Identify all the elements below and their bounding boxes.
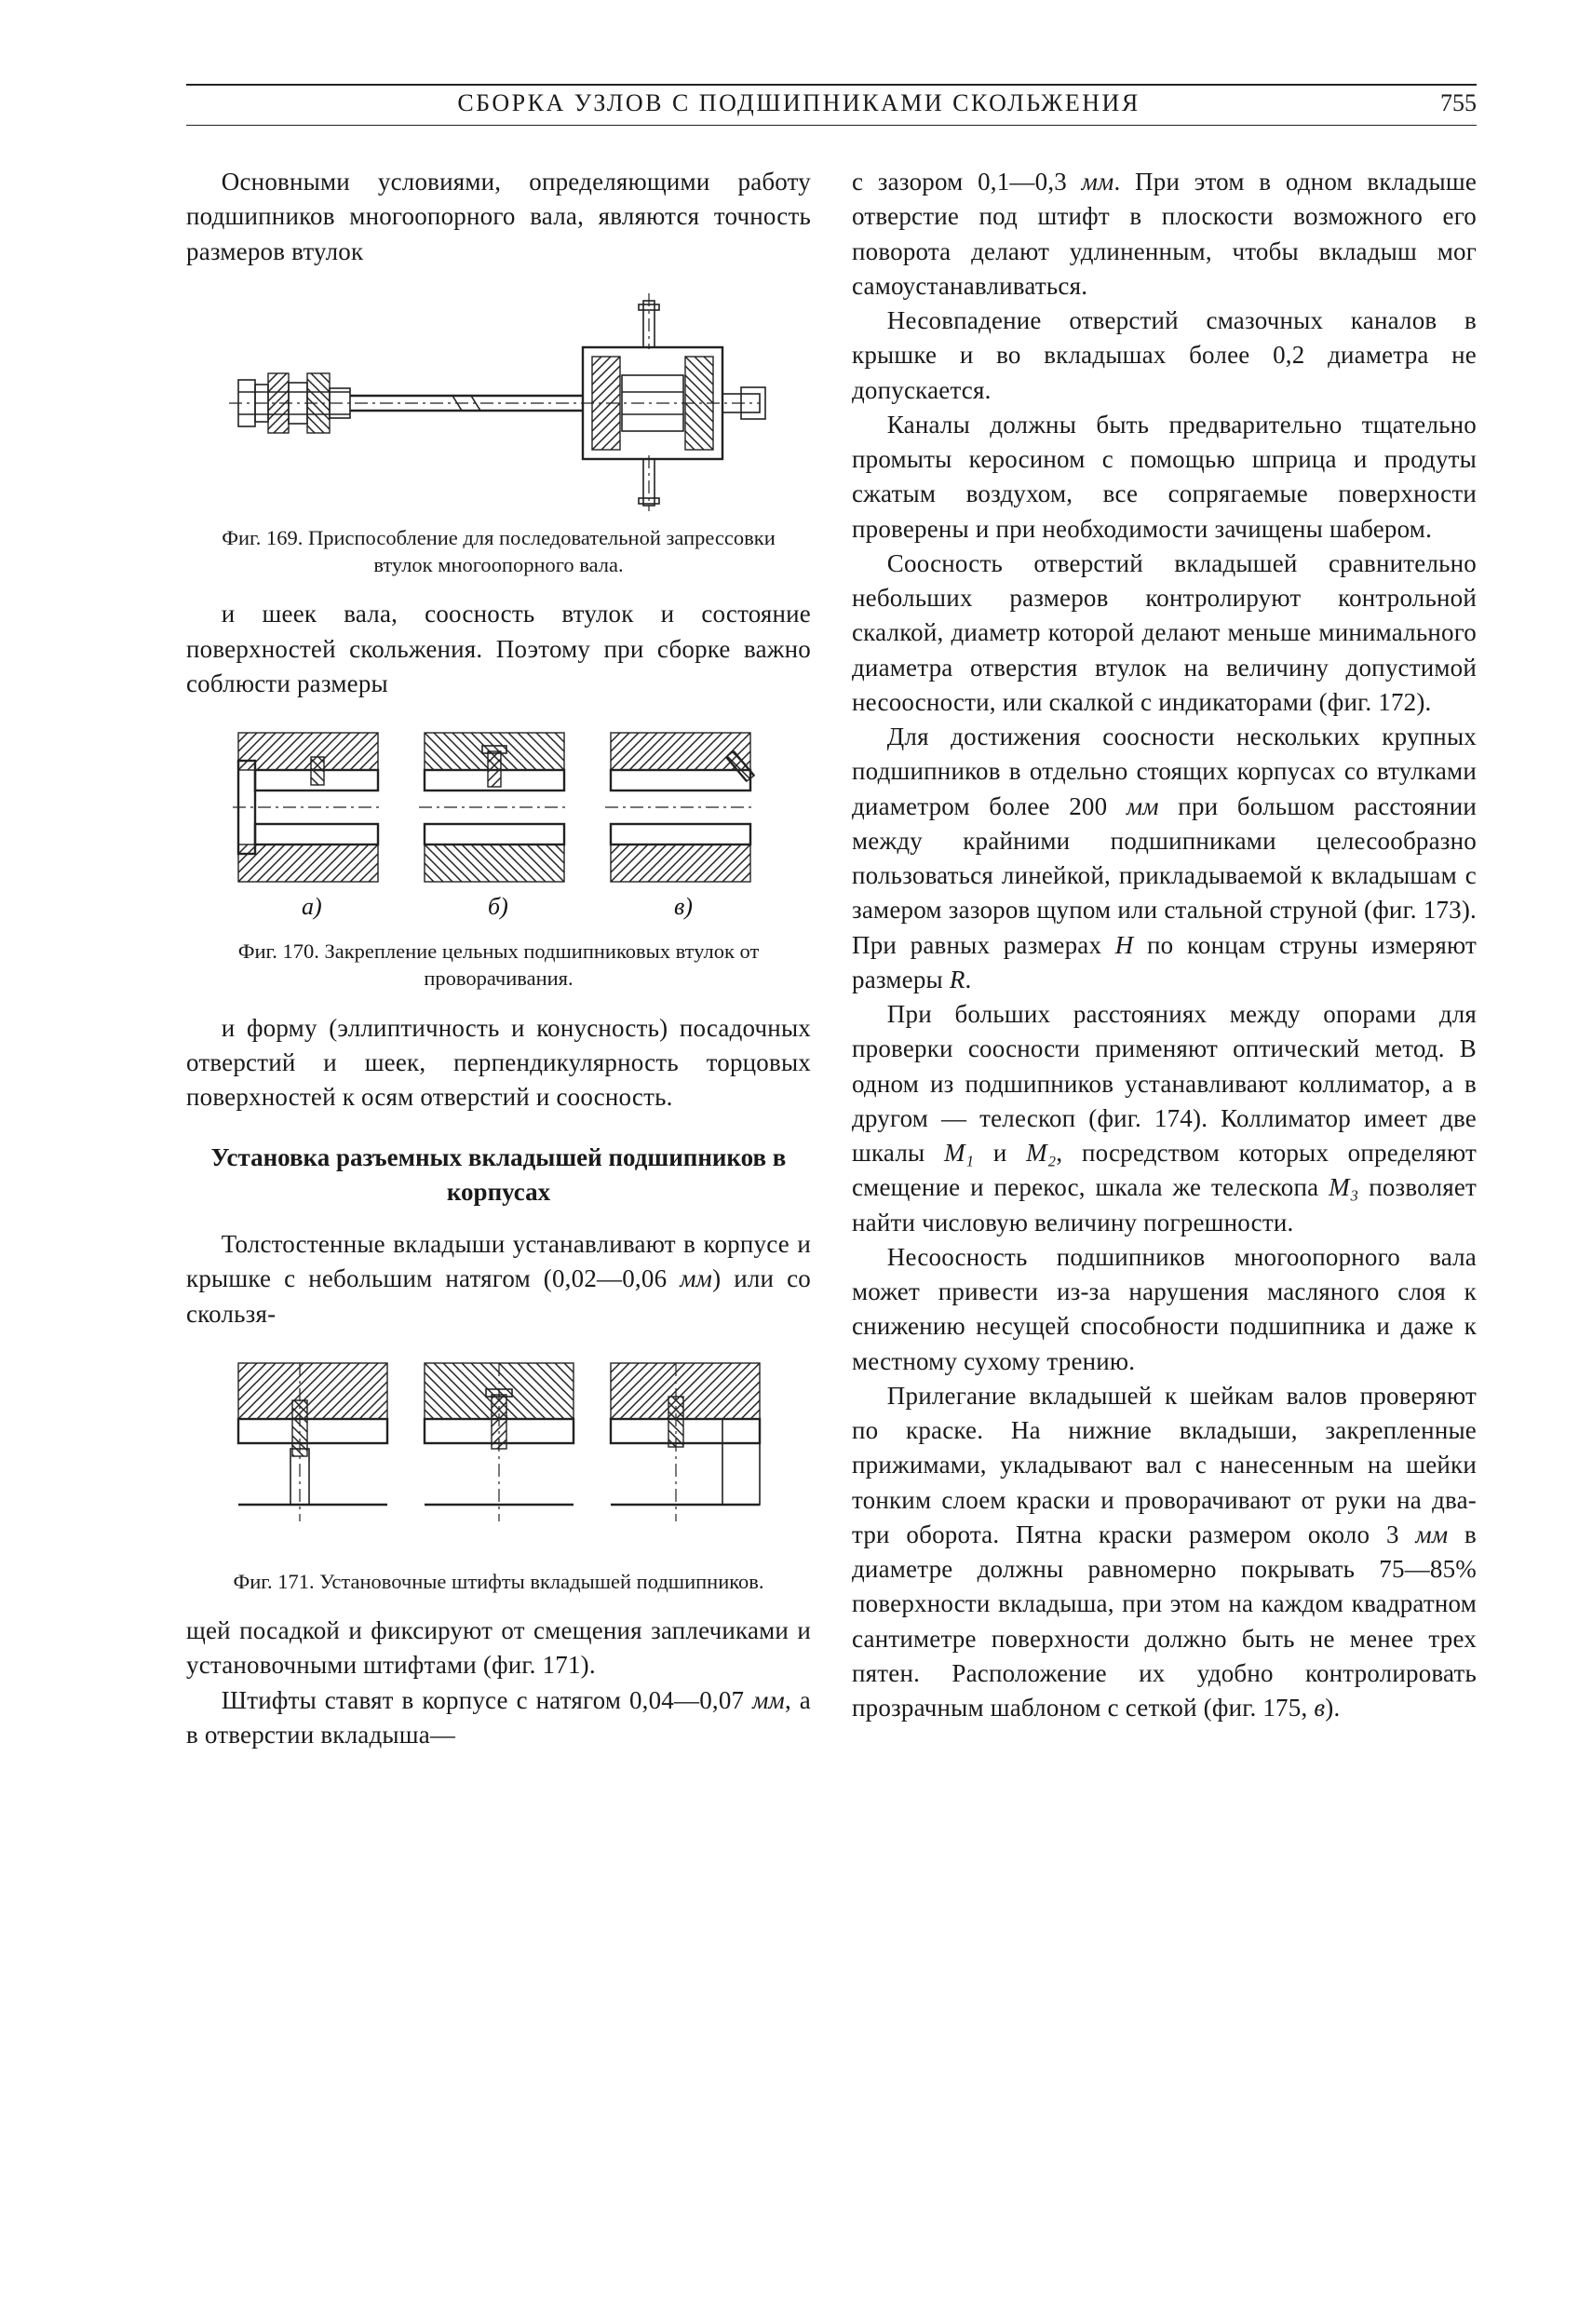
left-column: Основными условиями, определяющими работ… bbox=[186, 165, 811, 1752]
para-r4: Соосность отверстий вкладышей сравнитель… bbox=[852, 547, 1477, 720]
header-rule-top bbox=[186, 84, 1477, 86]
running-header: СБОРКА УЗЛОВ С ПОДШИПНИКАМИ СКОЛЬЖЕНИЯ 7… bbox=[186, 89, 1477, 126]
header-title: СБОРКА УЗЛОВ С ПОДШИПНИКАМИ СКОЛЬЖЕНИЯ bbox=[186, 89, 1411, 117]
para-r6: При больших расстояниях между опорами дл… bbox=[852, 997, 1477, 1240]
fig170-label-b: б) bbox=[488, 893, 508, 920]
figure-169: Фиг. 169. Приспособление для последовате… bbox=[186, 291, 811, 579]
para-l5: щей посадкой и фиксируют от смещения зап… bbox=[186, 1614, 811, 1683]
figure-170-drawing: а) б) bbox=[220, 723, 778, 928]
two-column-layout: Основными условиями, определяющими работ… bbox=[186, 165, 1477, 1752]
para-r5: Для достижения соосности нескольких круп… bbox=[852, 720, 1477, 997]
fig170-label-a: а) bbox=[302, 893, 322, 920]
para-l3: и форму (эллиптичность и конусность) пос… bbox=[186, 1011, 811, 1115]
para-r2: Несовпадение отверстий смазочных каналов… bbox=[852, 304, 1477, 408]
figure-170: а) б) bbox=[186, 723, 811, 993]
figure-171-drawing bbox=[220, 1354, 778, 1559]
para-l2: и шеек вала, соосность втулок и состояни… bbox=[186, 597, 811, 701]
subheading-left: Установка разъемных вкладышей подшипнико… bbox=[186, 1141, 811, 1209]
para-r3: Каналы должны быть предварительно тщател… bbox=[852, 408, 1477, 547]
para-r8: Прилегание вкладышей к шейкам валов пров… bbox=[852, 1379, 1477, 1726]
para-l6: Штифты ставят в корпусе с натягом 0,04—0… bbox=[186, 1683, 811, 1753]
page-number: 755 bbox=[1411, 89, 1477, 117]
figure-171-caption: Фиг. 171. Установочные штифты вкладышей … bbox=[186, 1568, 811, 1595]
figure-169-drawing bbox=[220, 291, 778, 515]
figure-171: Фиг. 171. Установочные штифты вкладышей … bbox=[186, 1354, 811, 1595]
figure-169-caption: Фиг. 169. Приспособление для последовате… bbox=[186, 524, 811, 579]
para-r7: Несоосность подшипников многоопорного ва… bbox=[852, 1240, 1477, 1379]
para-l4: Толстостенные вкладыши устанавливают в к… bbox=[186, 1227, 811, 1331]
para-r1: с зазором 0,1—0,3 мм. При этом в одном в… bbox=[852, 165, 1477, 304]
figure-170-caption: Фиг. 170. Закрепление цельных подшипнико… bbox=[186, 938, 811, 993]
para-l1: Основными условиями, определяющими работ… bbox=[186, 165, 811, 269]
fig170-label-c: в) bbox=[674, 893, 693, 920]
right-column: с зазором 0,1—0,3 мм. При этом в одном в… bbox=[852, 165, 1477, 1752]
